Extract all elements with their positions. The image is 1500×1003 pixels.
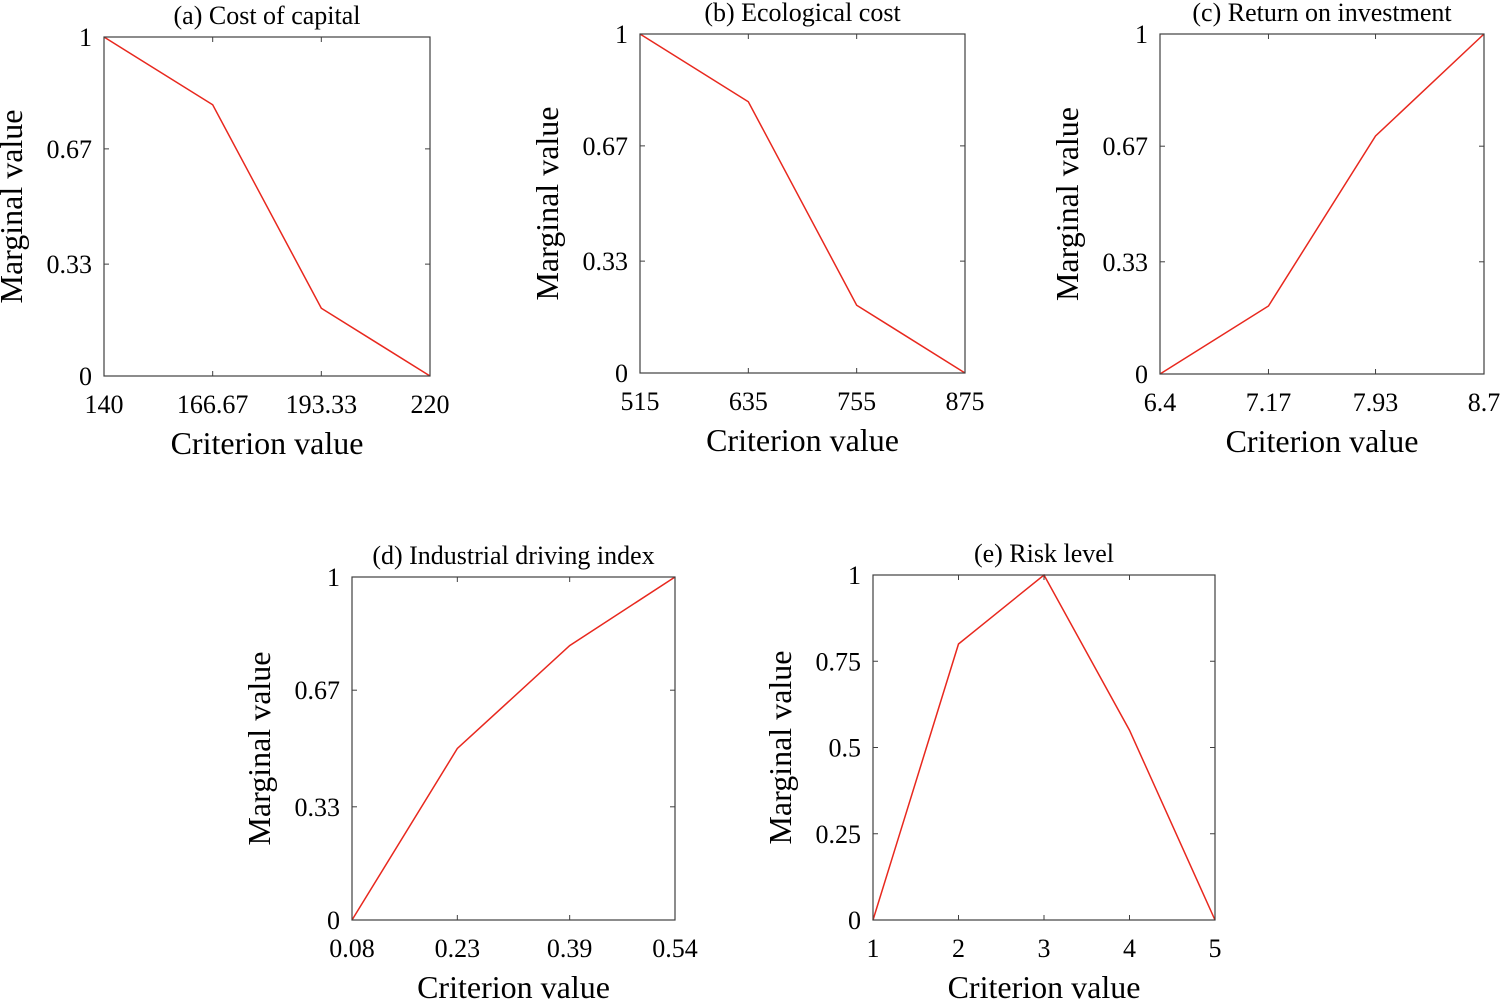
y-axis-label: Marginal value [762, 650, 798, 844]
plot-frame [639, 33, 966, 374]
y-tick-label: 0.33 [1103, 248, 1149, 277]
x-axis-label: Criterion value [1226, 423, 1419, 459]
x-tick-label: 166.67 [177, 390, 249, 419]
y-tick-label: 0 [79, 362, 92, 391]
plot-title: (c) Return on investment [1192, 0, 1452, 27]
x-tick-label: 140 [85, 390, 124, 419]
y-tick-label: 1 [848, 561, 861, 590]
subplot-ecological-cost: 515 635 755 875 0 0.33 0.67 1 (b) Ecological cos… [529, 0, 985, 458]
plot-frame [872, 574, 1216, 921]
y-tick-label: 0.25 [816, 820, 862, 849]
x-axis-label: Criterion value [706, 422, 899, 458]
x-tick-label: 0.08 [329, 934, 375, 963]
y-tick-label: 0.67 [295, 676, 341, 705]
subplot-industrial-driving-index: 0.08 0.23 0.39 0.54 0 0.33 0.67 1 (d) Industrial… [241, 541, 698, 1003]
x-tick-label: 7.17 [1246, 388, 1292, 417]
x-tick-label: 0.54 [652, 934, 698, 963]
y-tick-label: 0.33 [583, 247, 629, 276]
x-tick-label: 5 [1209, 934, 1222, 963]
series-line-risk-level [872, 573, 1216, 921]
series-line-return-on-investment [1159, 33, 1485, 375]
subplot-cost-of-capital: 140 166.67 193.33 220 0 0.33 0.67 1 (a) Cost of … [0, 1, 450, 461]
x-tick-label: 3 [1038, 934, 1051, 963]
x-tick-label: 8.7 [1468, 388, 1500, 417]
y-axis-label: Marginal value [241, 651, 277, 845]
x-tick-label: 515 [621, 387, 660, 416]
plot-title: (b) Ecological cost [704, 0, 901, 27]
y-tick-label: 1 [615, 20, 628, 49]
x-tick-label: 7.93 [1353, 388, 1399, 417]
x-axis-label: Criterion value [417, 969, 610, 1003]
x-tick-label: 220 [411, 390, 450, 419]
y-tick-label: 0.67 [583, 132, 629, 161]
plot-frame [103, 36, 431, 377]
x-tick-label: 0.23 [435, 934, 481, 963]
y-tick-label: 0 [1135, 360, 1148, 389]
x-tick-label: 635 [729, 387, 768, 416]
plot-title: (e) Risk level [974, 539, 1114, 568]
x-tick-label: 1 [867, 934, 880, 963]
series-line-industrial-driving-index [351, 576, 676, 921]
y-tick-label: 0 [615, 359, 628, 388]
x-axis-label: Criterion value [948, 969, 1141, 1003]
x-tick-label: 2 [952, 934, 965, 963]
plot-title: (a) Cost of capital [174, 1, 361, 30]
subplot-risk-level: 1 2 3 4 5 0 0.25 0.5 0.75 1 (e) Risk level Criterio… [762, 539, 1222, 1003]
y-tick-label: 1 [79, 23, 92, 52]
y-tick-label: 0.5 [829, 734, 862, 763]
x-tick-label: 6.4 [1144, 388, 1177, 417]
y-axis-label: Marginal value [1049, 107, 1085, 301]
y-axis-label: Marginal value [529, 106, 565, 300]
plot-frame [1159, 33, 1485, 375]
series-line-cost-of-capital [103, 36, 431, 377]
y-tick-label: 0.33 [47, 250, 93, 279]
y-tick-label: 0.33 [295, 793, 341, 822]
series-line-ecological-cost [639, 33, 966, 374]
plot-title: (d) Industrial driving index [372, 541, 654, 570]
plot-frame [351, 576, 676, 921]
y-tick-label: 0.67 [47, 135, 93, 164]
y-tick-label: 0 [327, 906, 340, 935]
y-tick-label: 1 [1135, 20, 1148, 49]
x-tick-label: 4 [1123, 934, 1136, 963]
subplot-return-on-investment: 6.4 7.17 7.93 8.7 0 0.33 0.67 1 (c) Return on in… [1049, 0, 1500, 459]
x-axis-label: Criterion value [171, 425, 364, 461]
y-tick-label: 0.75 [816, 647, 862, 676]
x-tick-label: 755 [837, 387, 876, 416]
y-axis-label: Marginal value [0, 109, 29, 303]
x-tick-label: 0.39 [547, 934, 593, 963]
y-tick-label: 1 [327, 563, 340, 592]
y-tick-label: 0 [848, 906, 861, 935]
x-tick-label: 875 [946, 387, 985, 416]
x-tick-label: 193.33 [286, 390, 358, 419]
y-tick-label: 0.67 [1103, 132, 1149, 161]
